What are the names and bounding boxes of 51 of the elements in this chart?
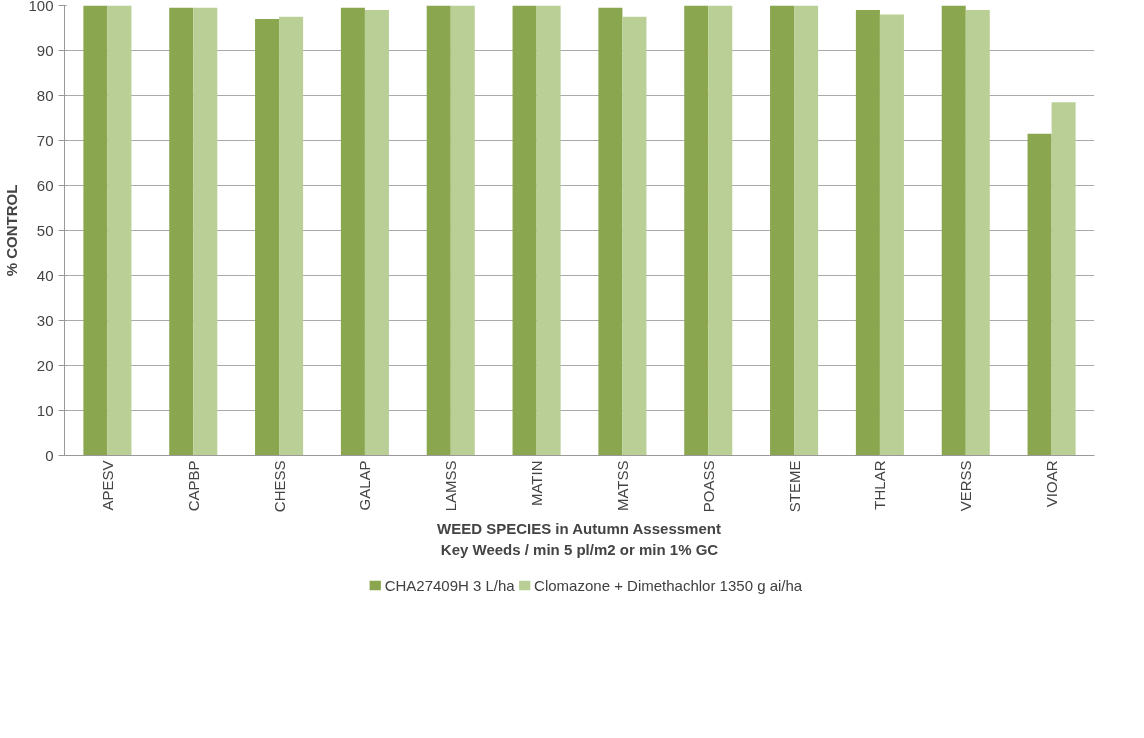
x-tick-label: THLAR [871,460,889,510]
legend-label: Clomazone + Dimethachlor 1350 g ai/ha [534,577,803,594]
x-tick-label: CAPBP [184,460,202,512]
x-tick-label: VIOAR [1043,460,1061,508]
bar [1027,133,1052,456]
x-tick-label: POASS [699,460,717,513]
bar [855,10,880,456]
y-tick-label: 0 [45,446,54,464]
y-tick-label: 70 [36,131,54,149]
y-tick-label: 50 [36,221,54,239]
y-tick-label: 100 [28,0,54,14]
x-tick-label: GALAP [356,460,374,511]
bar [941,5,966,456]
bar [708,5,733,456]
bar [684,5,709,456]
y-axis-title: % CONTROL [3,184,21,277]
bar [279,16,304,456]
bar [622,16,647,456]
y-tick-label: 30 [36,311,54,329]
bar [169,7,194,456]
bar [598,7,623,456]
bar [965,10,990,456]
legend-label: CHA27409H 3 L/ha [384,577,516,594]
bar [1051,102,1076,456]
x-tick-label: CHESS [270,460,288,513]
bar [770,5,795,456]
x-axis-title: WEED SPECIES in Autumn Assessment Key Weeds / min 5 pl/m2 or min 1% GC [436,520,721,558]
x-tick-label: MATSS [613,460,631,512]
bar [536,5,561,456]
bar [255,19,280,456]
y-tick-label: 80 [36,86,54,104]
x-tick-label: APESV [98,460,116,511]
y-tick-label: 20 [36,356,54,374]
y-tick-label: 60 [36,176,54,194]
bar [364,10,389,456]
bar [879,14,904,456]
bar [794,5,819,456]
y-tick-label: 90 [36,41,54,59]
bar [512,5,537,456]
x-tick-label: LAMSS [442,460,460,512]
x-tick-label: VERSS [957,460,975,512]
bar [83,5,108,456]
bar [193,7,218,456]
x-tick-label: MATIN [528,460,546,507]
y-tick-label: 10 [36,401,54,419]
y-tick-label: 40 [36,266,54,284]
bar [107,5,132,456]
x-tick-label: STEME [785,460,803,513]
bar [426,5,451,456]
bar [340,7,365,456]
bar [450,5,475,456]
